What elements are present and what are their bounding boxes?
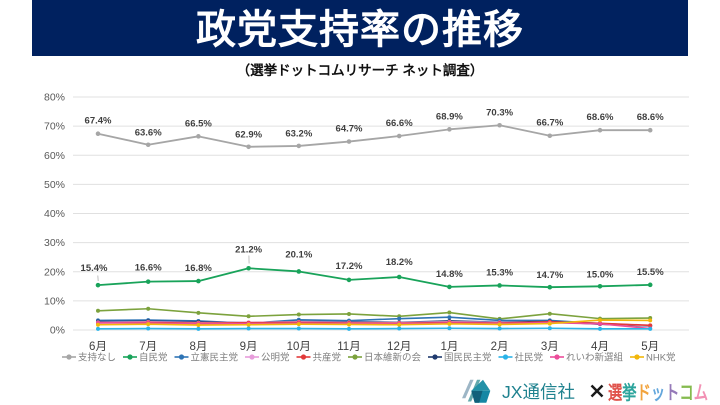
svg-text:15.0%: 15.0% [587, 269, 614, 280]
svg-text:67.4%: 67.4% [85, 116, 112, 127]
svg-text:12月: 12月 [387, 341, 411, 353]
svg-text:選挙ドットコム: 選挙ドットコム [608, 381, 708, 404]
svg-text:64.7%: 64.7% [336, 124, 363, 135]
svg-text:16.6%: 16.6% [135, 263, 162, 274]
svg-text:10月: 10月 [287, 341, 311, 353]
svg-text:公明党: 公明党 [261, 351, 290, 363]
svg-text:68.9%: 68.9% [436, 111, 463, 122]
svg-text:社民党: 社民党 [515, 351, 544, 363]
svg-text:15.4%: 15.4% [81, 263, 108, 274]
svg-text:66.5%: 66.5% [185, 118, 212, 129]
svg-text:0%: 0% [50, 325, 65, 337]
svg-text:れいわ新選組: れいわ新選組 [566, 351, 624, 363]
svg-text:63.2%: 63.2% [285, 128, 312, 139]
svg-text:68.6%: 68.6% [637, 112, 664, 123]
svg-text:62.9%: 62.9% [235, 129, 262, 140]
svg-text:5月: 5月 [641, 341, 659, 353]
svg-text:40%: 40% [44, 208, 65, 220]
svg-text:70.3%: 70.3% [486, 107, 513, 118]
svg-text:4月: 4月 [591, 341, 609, 353]
svg-text:66.7%: 66.7% [536, 118, 563, 129]
svg-text:NHK党: NHK党 [646, 351, 676, 363]
svg-text:支持なし: 支持なし [78, 351, 116, 363]
svg-text:50%: 50% [44, 179, 65, 191]
svg-text:自民党: 自民党 [139, 351, 168, 363]
svg-text:6月: 6月 [89, 341, 107, 353]
svg-text:17.2%: 17.2% [336, 261, 363, 272]
svg-text:15.5%: 15.5% [637, 267, 664, 278]
svg-text:14.7%: 14.7% [536, 270, 563, 281]
svg-text:国民民主党: 国民民主党 [444, 351, 492, 363]
svg-text:21.2%: 21.2% [235, 244, 262, 255]
svg-text:80%: 80% [44, 92, 65, 104]
svg-text:政党支持率の推移: 政党支持率の推移 [196, 8, 524, 52]
svg-text:30%: 30% [44, 237, 65, 249]
svg-text:20.1%: 20.1% [285, 249, 312, 260]
svg-text:63.6%: 63.6% [135, 127, 162, 138]
svg-text:20%: 20% [44, 266, 65, 278]
svg-text:（選挙ドットコムリサーチ ネット調査）: （選挙ドットコムリサーチ ネット調査） [237, 62, 484, 78]
svg-text:9月: 9月 [240, 341, 258, 353]
svg-text:10%: 10% [44, 295, 65, 307]
svg-text:1月: 1月 [440, 341, 458, 353]
svg-text:2月: 2月 [491, 341, 509, 353]
svg-text:15.3%: 15.3% [486, 267, 513, 278]
svg-text:共産党: 共産党 [313, 351, 342, 363]
svg-text:8月: 8月 [189, 341, 207, 353]
svg-text:14.8%: 14.8% [436, 269, 463, 280]
svg-text:3月: 3月 [541, 341, 559, 353]
svg-text:日本維新の会: 日本維新の会 [364, 351, 422, 363]
svg-text:60%: 60% [44, 150, 65, 162]
svg-text:18.2%: 18.2% [386, 257, 413, 268]
svg-text:11月: 11月 [337, 341, 360, 353]
svg-text:68.6%: 68.6% [587, 112, 614, 123]
svg-text:立憲民主党: 立憲民主党 [191, 351, 239, 363]
svg-text:16.8%: 16.8% [185, 263, 212, 274]
svg-text:66.6%: 66.6% [386, 118, 413, 129]
svg-text:70%: 70% [44, 121, 65, 133]
svg-text:JX通信社: JX通信社 [502, 382, 575, 402]
svg-text:7月: 7月 [139, 341, 157, 353]
